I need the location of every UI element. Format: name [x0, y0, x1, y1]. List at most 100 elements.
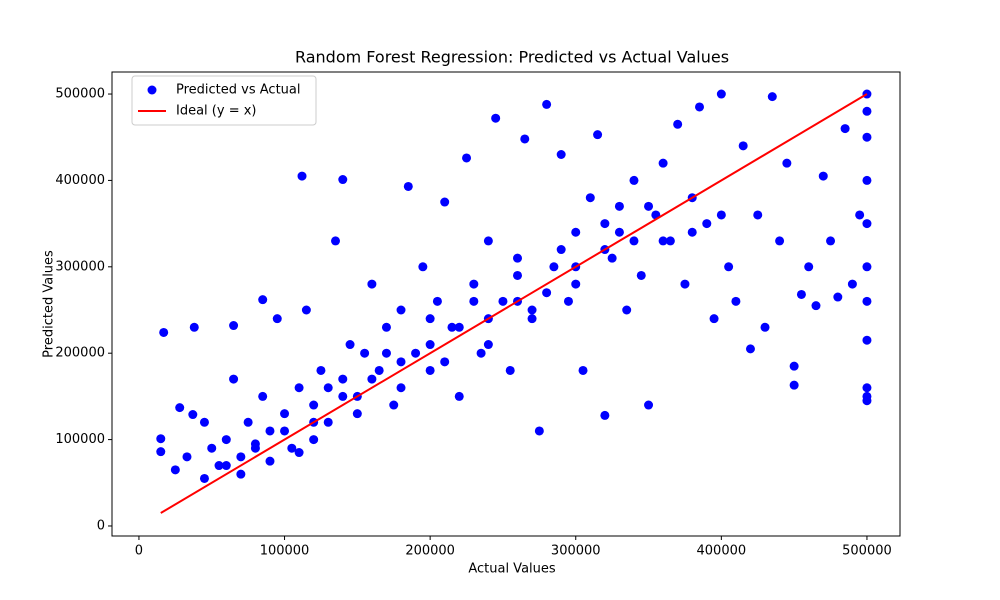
point — [403, 181, 413, 191]
point — [338, 175, 348, 185]
point — [855, 210, 865, 220]
point — [338, 391, 348, 401]
legend-label: Predicted vs Actual — [176, 83, 300, 98]
y-tick-label: 500000 — [55, 87, 105, 102]
axes-frame — [111, 71, 901, 537]
point — [265, 456, 275, 466]
point — [607, 253, 617, 263]
point — [258, 295, 268, 305]
x-tick-label: 400000 — [697, 544, 747, 559]
point — [440, 357, 450, 367]
point — [658, 236, 668, 246]
point — [425, 365, 435, 375]
point — [309, 435, 319, 445]
point — [476, 348, 486, 358]
plot-area — [156, 89, 872, 514]
point — [644, 201, 654, 211]
legend-label: Ideal (y = x) — [176, 104, 256, 119]
point — [563, 296, 573, 306]
point — [745, 344, 755, 354]
point — [309, 400, 319, 410]
chart-title: Random Forest Regression: Predicted vs A… — [295, 48, 729, 67]
point — [862, 335, 872, 345]
point — [199, 417, 209, 427]
point — [396, 357, 406, 367]
point — [498, 296, 508, 306]
point — [454, 322, 464, 332]
point — [221, 461, 231, 471]
point — [323, 417, 333, 427]
point — [862, 175, 872, 185]
point — [833, 292, 843, 302]
point — [214, 461, 224, 471]
point — [454, 391, 464, 401]
point — [513, 253, 523, 263]
point — [374, 365, 384, 375]
legend: Predicted vs Actual Ideal (y = x) — [131, 75, 317, 126]
point — [272, 314, 282, 324]
y-axis-label: Predicted Values — [42, 250, 57, 358]
point — [491, 113, 501, 123]
point — [360, 348, 370, 358]
point — [789, 361, 799, 371]
point — [789, 380, 799, 390]
point — [432, 296, 442, 306]
point — [811, 301, 821, 311]
point — [775, 236, 785, 246]
point — [826, 236, 836, 246]
point — [411, 348, 421, 358]
point — [585, 193, 595, 203]
point — [680, 279, 690, 289]
point — [614, 227, 624, 237]
point — [738, 141, 748, 151]
point — [600, 219, 610, 229]
point — [673, 119, 683, 129]
point — [221, 435, 231, 445]
point — [297, 171, 307, 181]
x-tick-label: 200000 — [405, 544, 455, 559]
point — [243, 417, 253, 427]
point — [571, 227, 581, 237]
point — [294, 448, 304, 458]
x-tick-label: 0 — [135, 544, 143, 559]
point — [175, 403, 185, 413]
point — [636, 270, 646, 280]
point — [250, 443, 260, 453]
point — [862, 383, 872, 393]
point — [469, 296, 479, 306]
point — [389, 400, 399, 410]
point — [189, 322, 199, 332]
point — [199, 473, 209, 483]
point — [731, 296, 741, 306]
point — [600, 410, 610, 420]
point — [753, 210, 763, 220]
point — [614, 201, 624, 211]
point — [367, 374, 377, 384]
point — [440, 197, 450, 207]
point — [258, 391, 268, 401]
point — [840, 124, 850, 134]
point — [695, 102, 705, 112]
point — [381, 348, 391, 358]
y-tick-label: 0 — [97, 518, 105, 533]
point — [338, 374, 348, 384]
point — [767, 92, 777, 102]
point — [182, 452, 192, 462]
y-tick-label: 100000 — [55, 432, 105, 447]
point — [236, 452, 246, 462]
point — [280, 409, 290, 419]
point — [323, 383, 333, 393]
point — [818, 171, 828, 181]
point — [687, 227, 697, 237]
point — [862, 106, 872, 116]
point — [156, 434, 166, 444]
point — [782, 158, 792, 168]
point — [381, 322, 391, 332]
point — [862, 296, 872, 306]
point — [396, 305, 406, 315]
point — [658, 158, 668, 168]
point — [593, 130, 603, 140]
point — [804, 262, 814, 272]
point — [629, 175, 639, 185]
